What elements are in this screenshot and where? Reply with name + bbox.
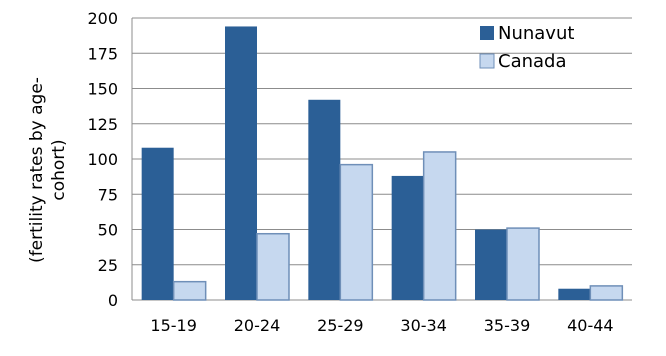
legend-label-nunavut: Nunavut [498,23,574,44]
x-tick-label: 20-24 [234,316,281,335]
y-tick-label: 100 [87,150,118,169]
y-axis-title: (fertility rates by age-cohort) [27,77,69,263]
x-tick-label: 25-29 [317,316,364,335]
x-tick-label: 40-44 [567,316,614,335]
bar-canada-40-44 [589,285,624,301]
bar-nunavut-15-19 [141,147,174,300]
bar-canada-30-34 [422,151,457,301]
y-tick-label: 150 [87,80,118,99]
y-axis-title-line: cohort) [49,139,69,200]
bar-nunavut-30-34 [391,175,424,300]
y-tick-label: 25 [98,256,118,275]
x-tick-label: 15-19 [150,316,197,335]
x-tick-label: 35-39 [484,316,531,335]
legend-swatch-canada [479,53,495,69]
legend-label-canada: Canada [498,51,567,72]
x-tick-label: 30-34 [400,316,447,335]
y-tick-label: 0 [108,291,118,310]
grid-lines [131,17,632,301]
bar-nunavut-40-44 [558,288,591,300]
x-axis-ticks: 15-19 20-24 25-29 30-34 35-39 40-44 [150,316,613,335]
legend: Nunavut Canada [479,23,574,72]
y-axis-title-line: (fertility rates by age- [27,77,47,263]
y-tick-label: 200 [87,9,118,28]
bars [141,26,624,301]
y-tick-label: 75 [98,185,118,204]
bar-canada-15-19 [172,280,207,301]
y-tick-label: 175 [87,44,118,63]
bar-nunavut-25-29 [308,99,341,300]
legend-swatch-nunavut [480,26,494,40]
y-tick-label: 125 [87,115,118,134]
y-axis-ticks: 0 25 50 75 100 125 150 175 200 [87,9,118,310]
bar-nunavut-20-24 [225,26,257,301]
bar-nunavut-35-39 [475,229,507,300]
bar-canada-35-39 [506,227,540,301]
bar-canada-25-29 [339,163,374,301]
y-tick-label: 50 [98,221,118,240]
bar-canada-20-24 [256,232,290,301]
